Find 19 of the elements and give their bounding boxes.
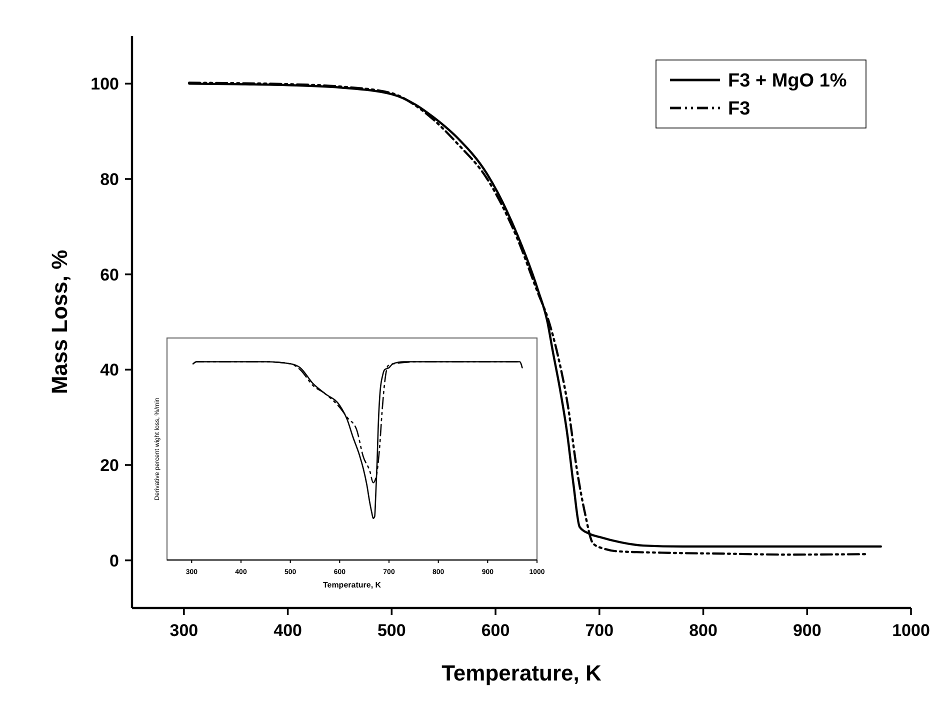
- x-tick-label: 700: [585, 621, 614, 640]
- y-tick-label: 0: [110, 551, 119, 570]
- x-tick-label: 500: [377, 621, 406, 640]
- x-tick-label: 900: [792, 621, 822, 640]
- x-axis-title: Temperature, K: [442, 660, 602, 686]
- x-tick-label: 600: [481, 621, 510, 640]
- y-tick-label: 60: [100, 265, 119, 284]
- x-axis-title: Temperature, K: [322, 580, 382, 590]
- x-tick-label: 800: [689, 621, 718, 640]
- x-tick-label: 400: [274, 621, 302, 640]
- y-axis-title: Mass Loss, %: [46, 250, 72, 394]
- x-tick-label: 300: [170, 621, 198, 640]
- y-tick-label: 100: [90, 74, 119, 94]
- legend-label: F3 + MgO 1%: [728, 70, 847, 92]
- y-tick-label: 20: [100, 456, 119, 475]
- y-tick-label: 40: [100, 360, 119, 380]
- legend-label: F3: [728, 98, 750, 120]
- y-tick-label: 80: [100, 170, 119, 189]
- x-tick-label: 1000: [892, 621, 930, 640]
